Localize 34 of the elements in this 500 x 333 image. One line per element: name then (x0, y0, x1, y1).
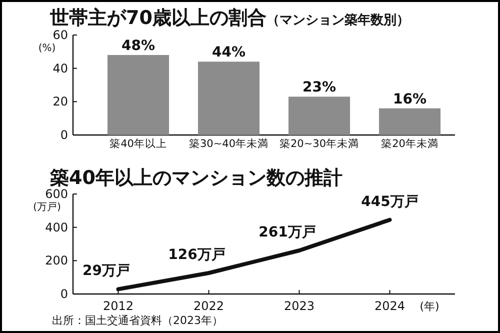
y-tick-label: 400 (45, 220, 68, 234)
x-tick-label: 築20~30年未満 (279, 137, 360, 150)
x-tick-label: 築30~40年未満 (188, 137, 269, 150)
y-tick-label: 200 (45, 254, 68, 268)
x-axis-title: (年) (420, 300, 440, 313)
bar (288, 96, 350, 135)
data-label: 261万戸 (258, 224, 316, 240)
chart-subtitle: （マンション築年数別） (266, 13, 410, 28)
x-tick-label: 築20年未満 (381, 137, 438, 150)
x-tick-label: 築40年以上 (110, 137, 167, 150)
x-tick-label: 2012 (102, 299, 134, 313)
data-label: 44% (212, 44, 246, 61)
y-tick-label: 60 (52, 28, 68, 42)
data-label: 126万戸 (168, 247, 226, 263)
x-tick-label: 2022 (193, 299, 224, 313)
y-tick-label: 0 (60, 128, 68, 142)
y-axis-title: (万戸) (33, 202, 61, 213)
x-tick-label: 2023 (284, 299, 315, 313)
bar (198, 62, 260, 135)
bar (378, 108, 441, 135)
y-tick-label: 600 (45, 187, 68, 201)
text: 出所：国土交通省資料（2023年） (52, 314, 223, 327)
data-label: 16% (392, 91, 427, 108)
bar (107, 55, 170, 135)
data-label: 29万戸 (82, 263, 130, 280)
chart-title: 築40年以上のマンション数の推計 (49, 167, 342, 189)
y-tick-label: 0 (60, 287, 68, 301)
data-label: 48% (121, 38, 156, 54)
y-tick-label: 20 (52, 94, 68, 109)
data-label: 23% (302, 80, 336, 96)
y-tick-label: 40 (52, 61, 68, 76)
y-axis-title: (%) (38, 43, 56, 54)
data-label: 445万戸 (361, 194, 418, 210)
x-tick-label: 2024 (374, 299, 406, 313)
